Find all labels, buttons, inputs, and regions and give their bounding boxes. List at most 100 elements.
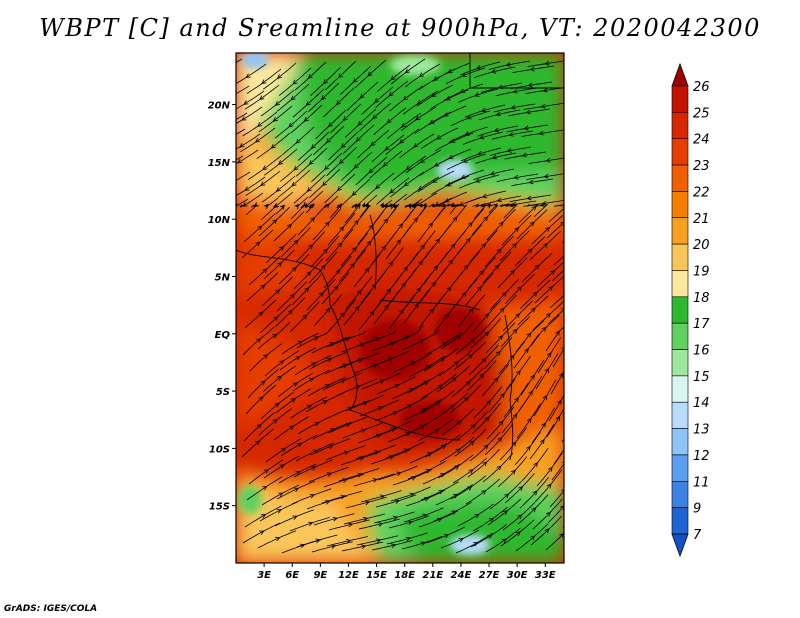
streamline-arrow [450,243,456,249]
streamline [313,294,343,327]
streamline [466,360,497,392]
streamline [295,147,328,177]
streamline [445,67,486,85]
streamline [532,301,564,331]
streamline-arrow [512,413,518,419]
streamline [292,88,325,118]
streamline-arrow [461,291,467,297]
streamlines [228,58,596,554]
streamline-arrow [477,285,482,291]
streamline-arrow [407,520,413,525]
streamline-arrow [342,116,348,122]
streamline [330,103,362,134]
streamline [455,532,494,554]
streamline-arrow [340,494,346,500]
streamline-arrow [281,447,287,453]
streamline-arrow [526,445,531,451]
streamline [471,204,499,236]
streamline [241,428,274,458]
streamline-arrow [491,154,497,160]
streamline-arrow [576,227,580,231]
streamline-arrow [256,423,262,429]
streamline [432,62,471,82]
streamline [236,112,248,120]
streamline-arrow [366,240,372,246]
streamline-arrow [258,311,264,317]
streamline [401,330,440,351]
streamline [324,357,364,375]
streamline-arrow [422,513,428,519]
streamline-arrow [413,217,418,223]
streamline [419,203,428,216]
streamline [465,190,507,204]
streamline-arrow [493,127,499,133]
streamline [329,400,369,418]
streamline-arrow [421,203,427,209]
streamline-arrow [499,307,505,313]
colorbar-label: 9 [693,502,701,517]
streamline-arrow [302,314,308,320]
streamline [438,349,473,377]
streamline-arrow [386,118,392,124]
streamline-arrow [276,509,282,514]
lon-label: 18E [394,570,415,581]
streamline [292,369,330,392]
streamline-arrow [479,270,485,276]
streamline-arrow [261,79,267,85]
streamline-arrow [390,75,396,81]
streamline [512,65,555,74]
streamline [444,83,484,101]
streamline [489,146,532,156]
streamline-arrow [547,466,553,472]
streamline-arrow [512,88,518,94]
streamline-arrow [482,461,488,467]
streamline [295,442,335,462]
streamline-arrow [260,181,266,187]
streamline-arrow [449,404,456,410]
streamline-arrow [311,362,317,367]
streamline-arrow [263,354,269,359]
streamline-arrow [388,203,393,210]
streamline [484,423,514,456]
streamline [520,359,545,396]
streamline [404,398,442,421]
streamline [245,170,281,196]
streamline-arrow [458,201,465,207]
streamline [341,541,384,552]
streamline [405,149,442,174]
streamline-arrow [288,122,294,128]
streamline-arrow [290,95,296,101]
streamline-arrow [345,422,351,428]
streamline-arrow [532,291,538,297]
streamline-arrow [322,79,329,85]
streamline-arrow [423,380,429,386]
streamline-arrow [258,396,264,402]
streamline-arrow [523,125,529,131]
streamline [361,86,394,115]
streamline-arrow [578,438,582,442]
streamline-arrow [447,68,453,74]
streamline-arrow [541,422,546,428]
colorbar-label: 14 [693,396,710,411]
streamline-arrow [495,350,501,356]
streamline [565,274,596,302]
streamline-arrow [512,328,518,334]
streamline [244,84,280,110]
streamline [428,105,467,126]
streamline-arrow [304,287,310,293]
streamline-arrow [456,334,462,340]
streamline-arrow [228,94,233,98]
streamline-arrow [575,510,579,514]
streamline [565,467,590,501]
streamline-arrow [379,494,386,500]
streamline [457,294,486,328]
streamline [498,340,526,375]
streamline-arrow [425,365,431,370]
streamline-arrow [415,115,421,121]
streamline-arrow [514,396,519,403]
colorbar-segment [671,270,689,298]
lon-label: 27E [479,570,500,581]
streamline [293,174,326,204]
streamline-arrow [310,217,316,223]
streamline [326,146,358,177]
